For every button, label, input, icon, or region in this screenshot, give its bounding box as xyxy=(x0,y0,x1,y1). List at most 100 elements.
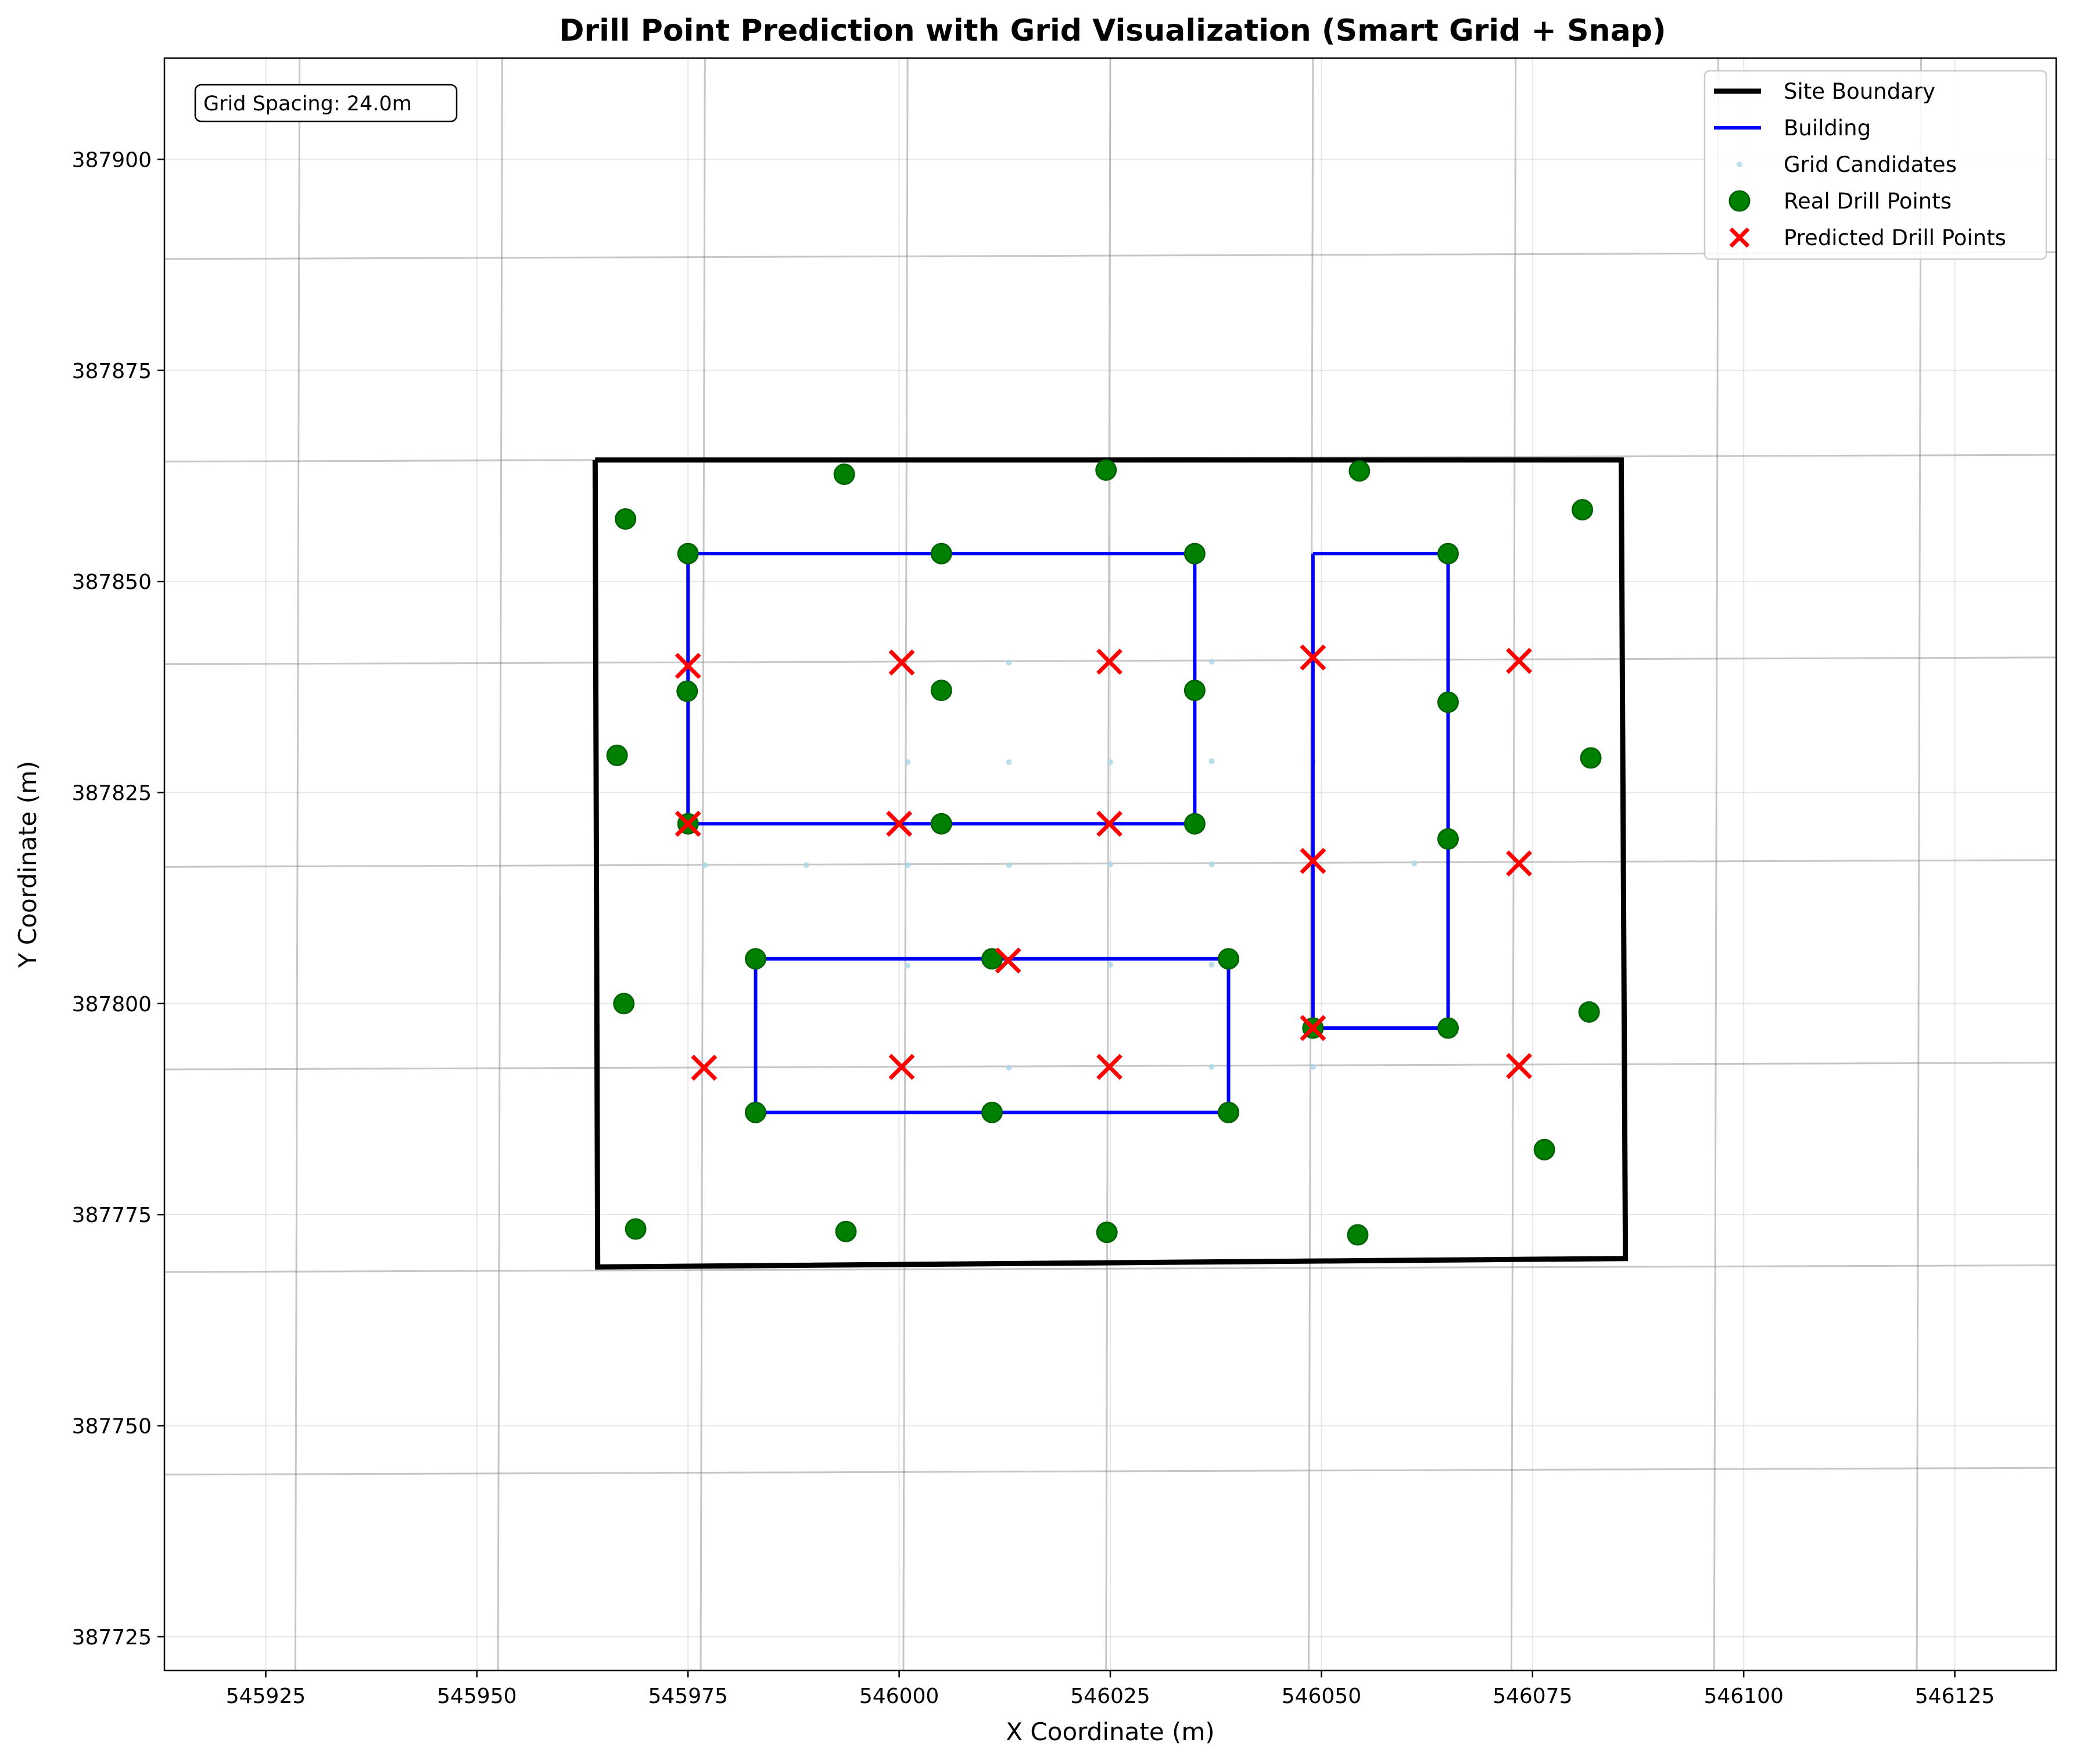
predicted-drill-points xyxy=(675,644,1533,1081)
y-axis-ticks: 387725 387750 387775 387800 387825 387850 3878… xyxy=(72,148,164,1650)
predicted-drill-point xyxy=(691,1054,718,1081)
grid-candidate-point xyxy=(803,862,809,868)
rotated-grid-line xyxy=(1510,58,1517,1671)
real-drill-point xyxy=(1437,1017,1459,1039)
real-drill-point xyxy=(930,680,952,702)
rotated-grid-line xyxy=(164,1467,2057,1476)
real-drill-point xyxy=(1183,680,1206,702)
x-tick-label: 546050 xyxy=(1282,1684,1361,1708)
x-tick-label: 545950 xyxy=(437,1684,517,1708)
predicted-drill-point xyxy=(888,1054,915,1080)
predicted-drill-point xyxy=(1300,1015,1326,1041)
rotated-grid-line xyxy=(1916,58,1922,1671)
y-tick-label: 387800 xyxy=(72,993,152,1016)
grid-candidate-point xyxy=(905,862,911,868)
predicted-drill-point xyxy=(675,652,701,679)
legend-swatch-grid-candidates xyxy=(1737,161,1742,167)
x-tick-label: 546025 xyxy=(1070,1684,1150,1708)
real-drill-point xyxy=(745,1101,766,1123)
real-drill-point xyxy=(1096,1221,1118,1244)
real-drill-point xyxy=(1580,747,1602,769)
chart-title: Drill Point Prediction with Grid Visuali… xyxy=(559,13,1666,48)
y-tick-label: 387725 xyxy=(72,1626,152,1650)
grid-candidate-point xyxy=(1006,862,1012,868)
grid-candidate-point xyxy=(1107,861,1113,867)
grid-candidate-point xyxy=(1006,1065,1012,1071)
grid-spacing-annotation: Grid Spacing: 24.0m xyxy=(194,84,458,123)
legend-label-predicted-drill-points: Predicted Drill Points xyxy=(1784,225,2006,250)
x-axis-ticks: 545925 545950 545975 546000 546025 546050 5460… xyxy=(226,1670,1995,1708)
grid-candidate-point xyxy=(702,862,708,868)
real-drill-point xyxy=(1437,828,1459,850)
grid-candidate-point xyxy=(1208,961,1215,968)
legend-frame xyxy=(1703,70,2047,260)
real-drill-point xyxy=(1095,459,1117,481)
real-drill-point xyxy=(930,543,952,565)
predicted-drill-point xyxy=(1096,810,1123,837)
real-drill-point xyxy=(1578,1001,1600,1023)
real-drill-point xyxy=(981,1101,1003,1123)
legend-label-building: Building xyxy=(1784,116,1871,141)
y-tick-label: 387750 xyxy=(72,1415,152,1439)
legend-swatch-real-drill-points xyxy=(1728,190,1751,212)
grid-candidate-point xyxy=(905,962,911,969)
x-tick-label: 546000 xyxy=(859,1684,939,1708)
predicted-drill-point xyxy=(1506,648,1533,674)
rotated-grid-line xyxy=(294,58,301,1671)
real-drill-point xyxy=(1437,691,1459,713)
y-tick-label: 387900 xyxy=(72,148,152,172)
y-tick-label: 387850 xyxy=(72,570,152,594)
grid-candidate-point xyxy=(1208,861,1215,867)
real-drill-point xyxy=(1183,543,1206,565)
rotated-grid-line xyxy=(497,58,503,1671)
real-drill-point xyxy=(677,543,699,565)
real-drill-point xyxy=(745,948,766,970)
site-boundary xyxy=(592,457,1629,1270)
grid-candidate-point xyxy=(1006,759,1012,766)
background-gridlines xyxy=(164,58,2056,1670)
y-tick-label: 387875 xyxy=(72,360,152,383)
rotated-grid-line xyxy=(164,1264,2057,1273)
legend: Site Boundary Building Grid Candidates R… xyxy=(1703,70,2047,260)
y-tick-label: 387775 xyxy=(72,1203,152,1227)
predicted-drill-point xyxy=(1506,850,1533,877)
real-drill-point xyxy=(835,1220,857,1242)
real-drill-point xyxy=(676,680,698,702)
grid-candidates xyxy=(702,659,1418,1071)
real-drill-point xyxy=(613,993,635,1015)
y-axis-label: Y Coordinate (m) xyxy=(13,761,42,968)
real-drill-point xyxy=(1572,499,1594,521)
grid-candidate-point xyxy=(1310,1064,1316,1070)
predicted-drill-point xyxy=(886,810,913,837)
real-drill-point xyxy=(606,745,628,767)
real-drill-point xyxy=(930,813,952,835)
annotation-text: Grid Spacing: 24.0m xyxy=(203,92,412,116)
real-drill-point xyxy=(1437,543,1459,565)
real-drill-point xyxy=(1218,1101,1239,1123)
annotation-box xyxy=(194,84,458,123)
predicted-drill-point xyxy=(1096,648,1123,675)
predicted-drill-point xyxy=(675,810,701,837)
predicted-drill-point xyxy=(995,947,1021,974)
x-tick-label: 545925 xyxy=(226,1684,306,1708)
legend-label-real-drill-points: Real Drill Points xyxy=(1784,189,1952,214)
real-drill-point xyxy=(1183,813,1206,835)
legend-label-grid-candidates: Grid Candidates xyxy=(1784,152,1957,177)
x-axis-label: X Coordinate (m) xyxy=(1006,1718,1214,1746)
real-drill-point xyxy=(625,1218,647,1240)
grid-candidate-point xyxy=(1208,659,1215,665)
grid-candidate-point xyxy=(1107,961,1113,968)
real-drill-point xyxy=(981,948,1003,970)
y-tick-label: 387825 xyxy=(72,781,152,805)
real-drill-point xyxy=(833,464,855,486)
rotated-grid-line xyxy=(1713,58,1720,1671)
real-drill-point xyxy=(1218,948,1239,970)
x-tick-label: 546125 xyxy=(1915,1684,1995,1708)
predicted-drill-point xyxy=(1300,644,1326,671)
real-drill-point xyxy=(1533,1138,1555,1161)
grid-candidate-point xyxy=(1208,1064,1215,1070)
grid-candidate-point xyxy=(1411,860,1418,867)
x-tick-label: 546075 xyxy=(1493,1684,1572,1708)
